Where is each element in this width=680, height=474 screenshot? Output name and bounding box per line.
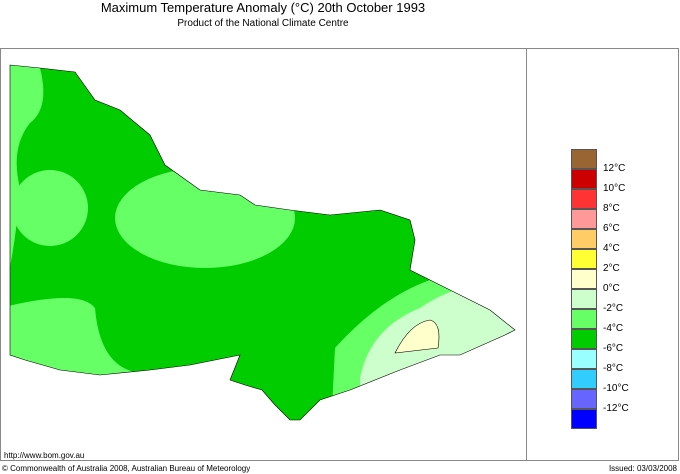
legend-swatch xyxy=(571,349,597,369)
legend-swatch xyxy=(571,409,597,429)
victoria-anomaly-map xyxy=(9,64,516,421)
legend-swatch xyxy=(571,229,597,249)
legend-label: 0°C xyxy=(603,283,620,294)
footer-issued: Issued: 03/03/2008 xyxy=(608,464,677,473)
legend-label: -8°C xyxy=(603,363,624,374)
legend-swatch xyxy=(571,149,597,169)
legend-label: -10°C xyxy=(603,383,629,394)
legend-swatch xyxy=(571,189,597,209)
legend-label: -6°C xyxy=(603,343,624,354)
legend-label: 2°C xyxy=(603,263,620,274)
map-frame xyxy=(0,48,679,461)
legend-label: 10°C xyxy=(603,183,626,194)
legend-label: -2°C xyxy=(603,303,624,314)
legend-swatch xyxy=(571,369,597,389)
footer-copyright: © Commonwealth of Australia 2008, Austra… xyxy=(2,464,251,473)
legend-swatch xyxy=(571,389,597,409)
legend-label: -4°C xyxy=(603,323,624,334)
legend-label: 6°C xyxy=(603,223,620,234)
legend-swatch xyxy=(571,309,597,329)
region-west-oval xyxy=(12,170,88,246)
legend-swatch xyxy=(571,329,597,349)
footer-url: http://www.bom.gov.au xyxy=(4,451,85,460)
legend-label: 4°C xyxy=(603,243,620,254)
map-subtitle: Product of the National Climate Centre xyxy=(177,18,349,29)
legend-label: 8°C xyxy=(603,203,620,214)
legend-label: -12°C xyxy=(603,403,629,414)
legend-swatch xyxy=(571,209,597,229)
region-west xyxy=(10,65,44,308)
legend-divider xyxy=(526,48,527,461)
region-central-oval xyxy=(115,168,295,268)
legend-label: 12°C xyxy=(603,163,626,174)
legend-swatch xyxy=(571,269,597,289)
legend-swatch xyxy=(571,289,597,309)
region-warm-spot xyxy=(394,319,440,354)
legend-swatch xyxy=(571,249,597,269)
legend-swatch xyxy=(571,169,597,189)
map-title: Maximum Temperature Anomaly (°C) 20th Oc… xyxy=(100,0,426,15)
